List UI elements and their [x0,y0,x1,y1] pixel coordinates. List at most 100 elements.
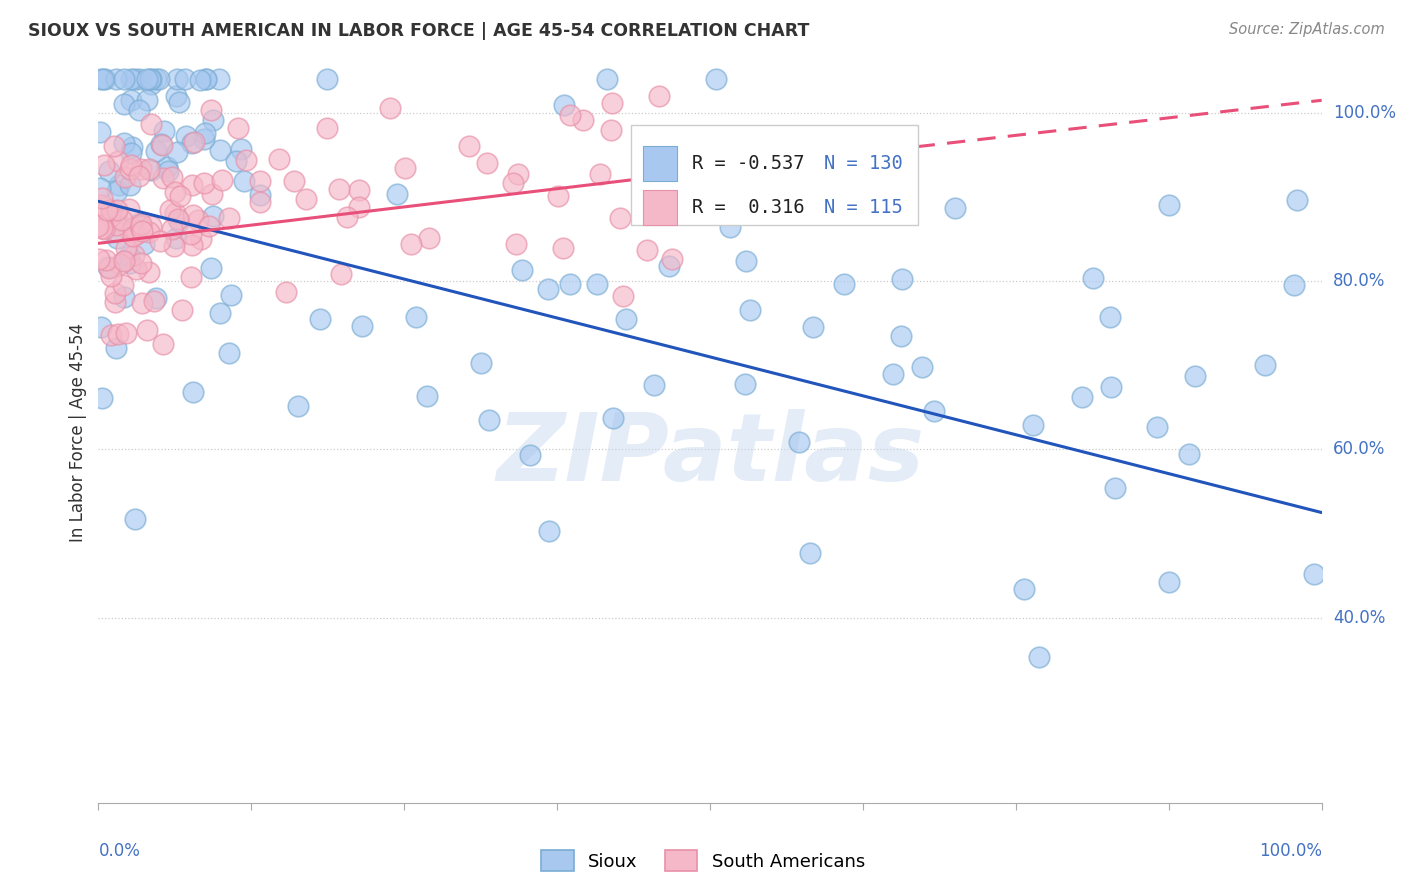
Point [249,187,271,202]
Point [181,178,204,192]
Point [122,221,145,235]
Point [661,252,683,266]
Point [124,512,146,526]
Point [145,292,167,306]
Point [602,411,624,425]
Point [643,378,665,392]
Point [104,295,127,310]
Point [105,231,128,245]
Point [117,249,139,263]
Point [122,228,145,243]
Point [169,189,191,203]
Point [218,211,240,226]
Point [645,132,668,146]
Point [510,263,533,277]
Point [100,268,122,283]
Point [558,108,581,122]
Point [97,260,120,274]
Point [1104,481,1126,495]
Point [209,143,232,157]
Point [536,282,558,296]
Point [128,103,150,117]
Point [135,93,157,107]
Point [93,222,115,236]
Point [387,186,409,201]
Point [149,234,172,248]
Point [180,270,202,285]
Point [172,303,194,318]
Point [832,277,855,292]
Bar [643,190,678,225]
Point [194,126,217,140]
Point [596,72,619,87]
Point [1146,419,1168,434]
Point [165,206,187,220]
Point [174,128,197,143]
Point [283,174,305,188]
Point [90,320,112,334]
Point [89,181,111,195]
Point [105,185,128,199]
Point [129,219,152,233]
Point [600,96,623,111]
Point [118,178,141,192]
Point [193,131,215,145]
Point [149,137,172,152]
Point [648,89,671,103]
Point [1157,574,1180,589]
Point [600,123,623,137]
Text: SIOUX VS SOUTH AMERICAN IN LABOR FORCE | AGE 45-54 CORRELATION CHART: SIOUX VS SOUTH AMERICAN IN LABOR FORCE |… [28,22,810,40]
Point [103,286,125,301]
Point [799,545,821,559]
Point [190,232,212,246]
Point [148,72,170,87]
Point [132,236,155,251]
Point [1286,193,1309,207]
Point [232,174,254,188]
Point [508,167,530,181]
Point [267,152,290,166]
Point [139,163,162,178]
Text: R = -0.537: R = -0.537 [692,153,804,173]
Point [118,226,141,240]
Point [585,277,607,292]
Point [145,144,167,158]
Point [195,72,218,87]
Point [636,243,658,257]
Point [399,237,422,252]
Point [94,72,117,87]
Point [135,72,157,87]
Point [200,103,222,117]
Text: ZIPatlas: ZIPatlas [496,409,924,500]
Point [276,285,298,299]
Point [112,97,135,112]
Point [105,213,128,227]
Point [1071,391,1094,405]
Point [614,311,637,326]
Point [114,169,136,184]
Point [94,252,117,267]
Point [202,209,225,223]
Point [1099,310,1122,324]
Point [336,211,359,225]
Text: R =  0.316: R = 0.316 [692,198,804,217]
Point [162,222,184,236]
Point [1081,271,1104,285]
Point [97,261,120,276]
Point [169,95,191,109]
Point [718,219,741,234]
Point [156,160,179,174]
Point [166,72,188,87]
Legend: Sioux, South Americans: Sioux, South Americans [534,843,872,879]
Text: N = 115: N = 115 [824,198,903,217]
Point [418,231,440,245]
Point [139,77,162,91]
Point [470,356,492,370]
Point [308,312,330,326]
Point [105,224,128,238]
Point [93,158,115,172]
Text: N = 130: N = 130 [824,153,903,173]
Point [91,191,114,205]
Point [405,310,427,325]
Point [127,217,149,231]
